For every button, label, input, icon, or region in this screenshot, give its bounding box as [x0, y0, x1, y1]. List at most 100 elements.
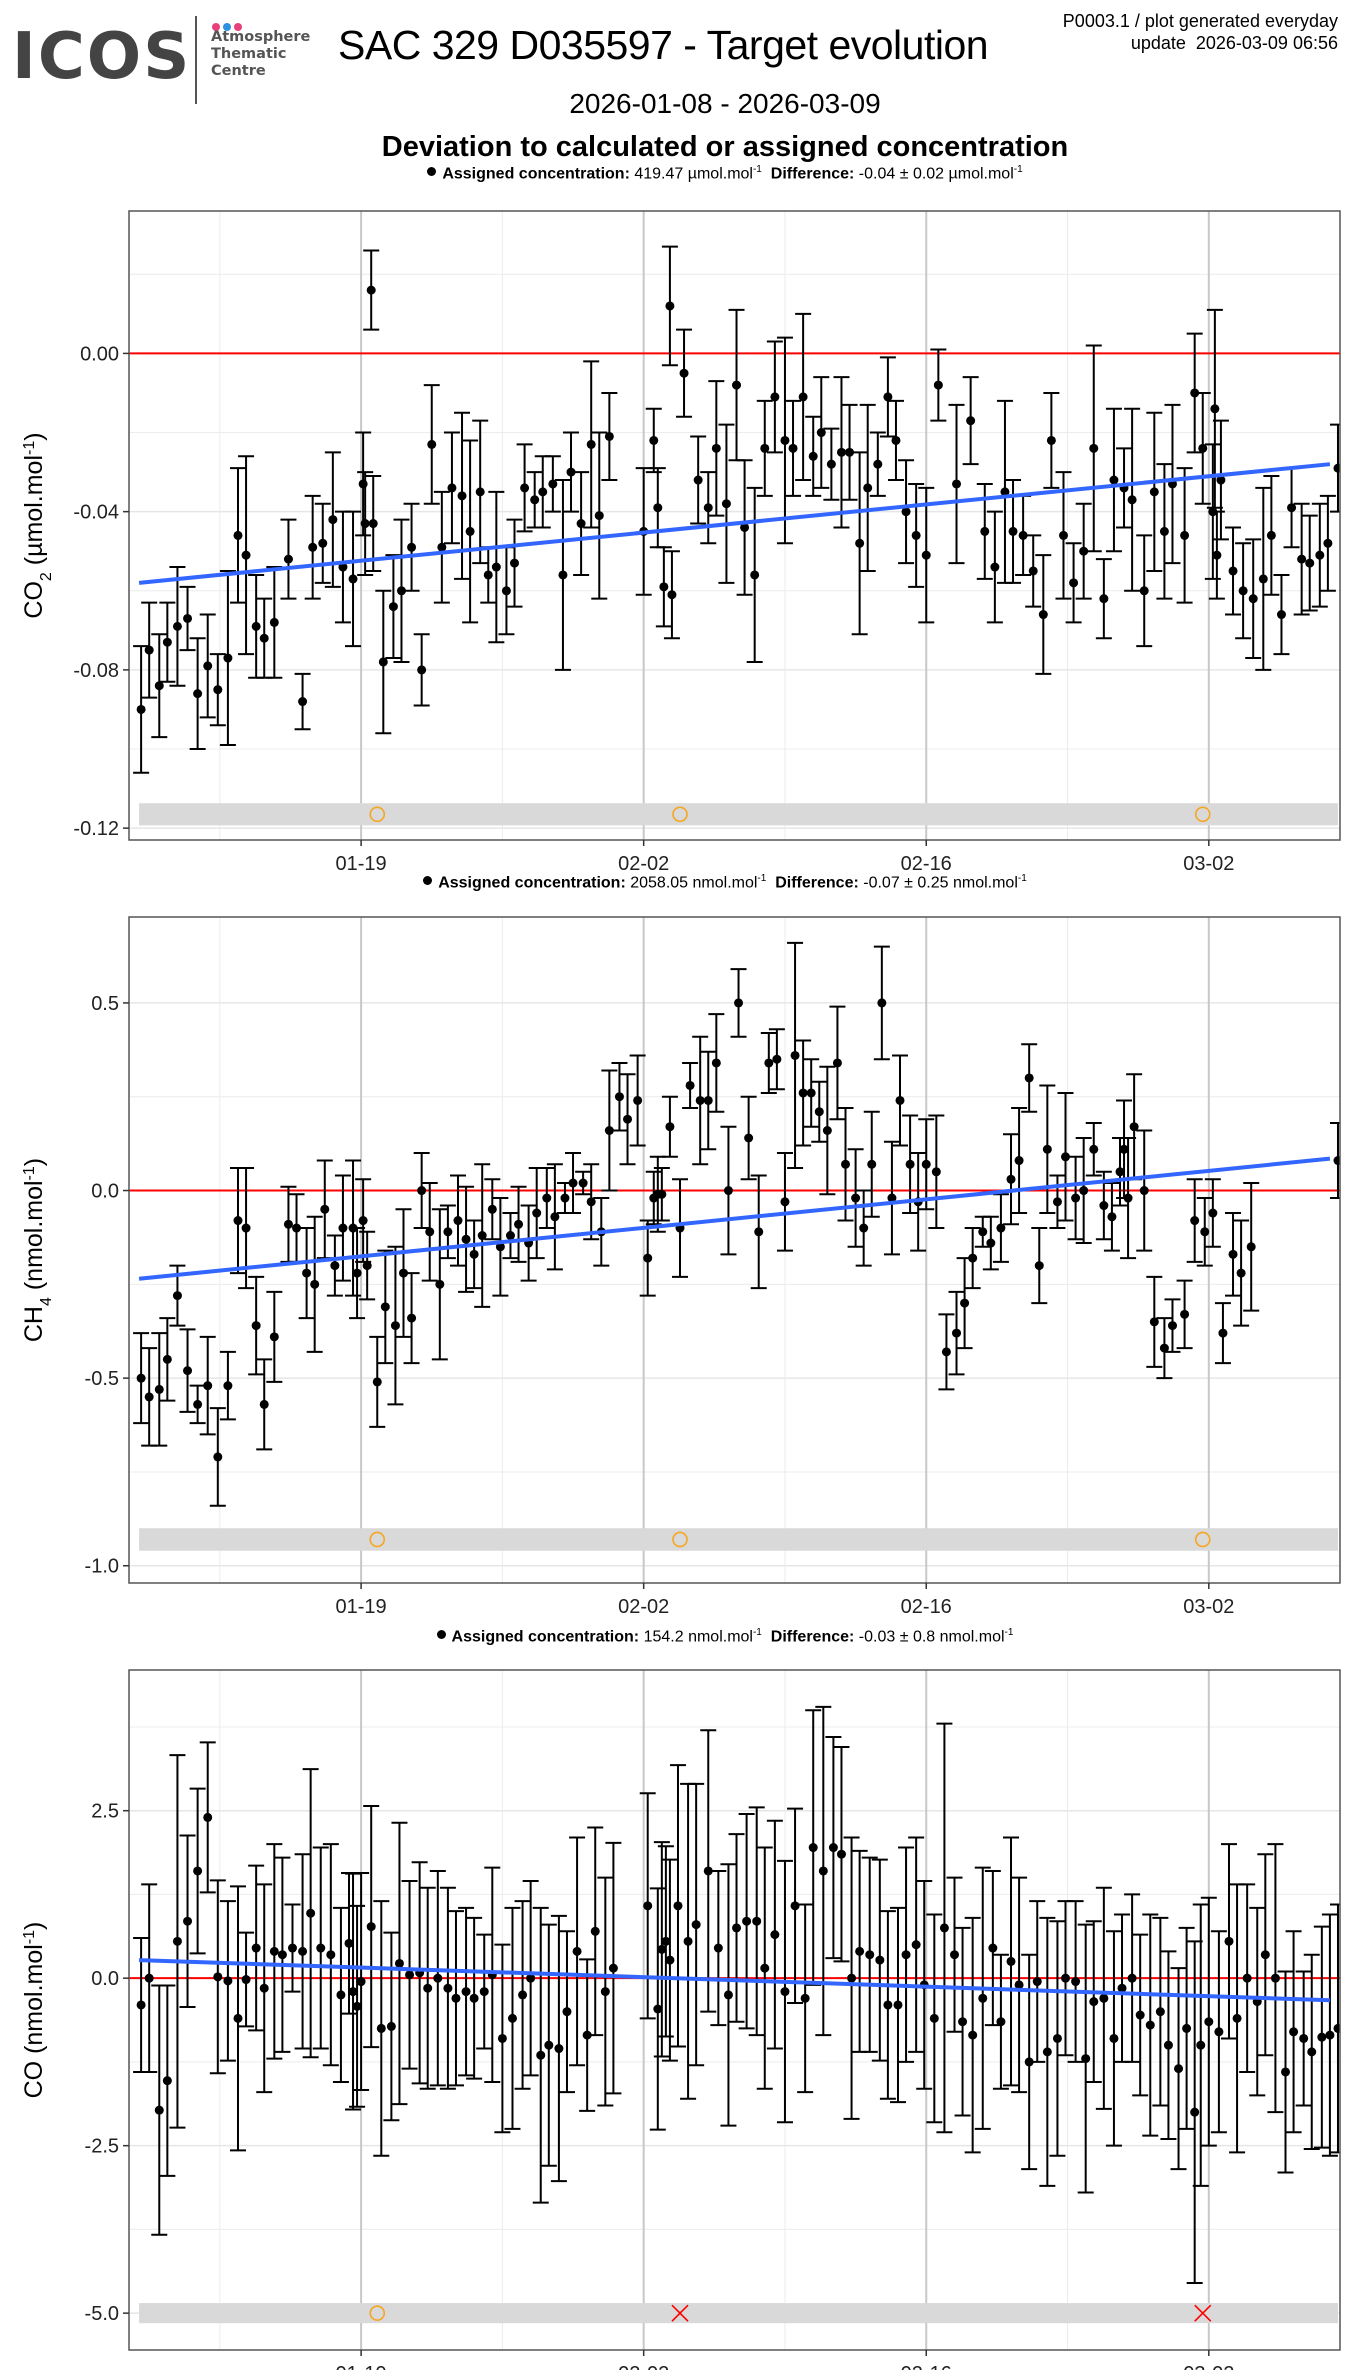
data-point	[1146, 411, 1163, 572]
x-tick-label: 01-19	[336, 1596, 387, 1618]
point-marker	[933, 380, 943, 390]
point-marker	[604, 1125, 614, 1135]
data-point	[550, 1914, 567, 2183]
point-marker	[259, 1983, 269, 1993]
point-marker	[623, 1114, 633, 1124]
data-point	[1021, 1043, 1038, 1113]
point-marker	[407, 1313, 417, 1323]
data-point	[1255, 486, 1272, 671]
point-marker	[1008, 526, 1018, 536]
data-point	[1225, 526, 1242, 616]
data-point	[948, 1290, 965, 1376]
data-point	[423, 384, 440, 505]
data-point	[413, 633, 430, 707]
point-marker	[1159, 526, 1169, 536]
point-marker	[358, 1216, 368, 1226]
update-timestamp: update 2026-03-09 06:56	[1130, 33, 1338, 53]
data-point	[583, 360, 600, 529]
point-marker	[1315, 550, 1325, 560]
point-marker	[344, 1938, 354, 1948]
x-tick-label: 02-16	[901, 1596, 952, 1618]
data-point	[720, 1863, 737, 2127]
data-point	[1077, 1923, 1094, 2194]
calibration-circle-marker	[1194, 1531, 1211, 1548]
data-point	[431, 1208, 448, 1361]
calibration-circle-marker	[369, 806, 386, 823]
point-marker	[1089, 1144, 1099, 1154]
point-marker	[443, 1227, 453, 1237]
point-marker	[183, 613, 193, 623]
data-point	[591, 431, 608, 600]
data-point	[805, 1709, 822, 1986]
data-point	[1160, 1950, 1177, 2140]
y-axis-label: CO2 (µmol.mol-1)	[20, 432, 55, 618]
data-point	[229, 467, 246, 604]
data-point	[1057, 1900, 1074, 2057]
point-marker	[1042, 1144, 1052, 1154]
data-point	[1095, 1886, 1112, 2110]
data-point	[601, 1069, 618, 1192]
data-point	[357, 471, 374, 576]
data-point	[294, 672, 311, 731]
data-point	[918, 1118, 935, 1211]
data-point	[740, 1095, 757, 1181]
unit-exponent: -1	[1017, 873, 1027, 884]
point-marker	[713, 1943, 723, 1953]
data-point	[141, 1347, 158, 1447]
point-marker	[732, 1923, 742, 1933]
difference-value: -0.03 ± 0.8 nmol.mol	[858, 1628, 1005, 1646]
data-point	[938, 1313, 955, 1391]
logo-dot	[234, 23, 242, 31]
point-marker	[877, 998, 887, 1008]
point-marker	[1058, 530, 1068, 540]
data-point	[708, 1013, 725, 1113]
data-point	[510, 1185, 527, 1263]
point-marker	[1266, 530, 1276, 540]
point-marker	[1228, 566, 1238, 576]
data-point	[1164, 1298, 1181, 1353]
point-marker	[847, 1973, 857, 1983]
point-marker	[233, 530, 243, 540]
point-marker	[578, 1178, 588, 1188]
point-marker	[277, 1950, 287, 1960]
point-marker	[760, 1963, 770, 1973]
panel-co2: 0.00 -0.04 -0.08 -0.12 01-19 02-02 02-16 03-02 C…	[20, 210, 1341, 875]
data-point	[558, 1930, 575, 2094]
point-marker	[679, 368, 689, 378]
data-point	[1194, 391, 1211, 505]
point-marker	[298, 1946, 308, 1956]
data-point	[363, 1805, 380, 2049]
point-marker	[437, 542, 447, 552]
data-point	[611, 1061, 628, 1132]
point-marker	[390, 1321, 400, 1331]
point-marker	[144, 1392, 154, 1402]
data-point	[365, 475, 382, 572]
data-point	[1124, 407, 1141, 592]
point-marker	[590, 1926, 600, 1936]
point-marker	[1052, 2033, 1062, 2043]
data-point	[443, 431, 460, 545]
point-marker	[653, 2004, 663, 2014]
point-marker	[841, 1159, 851, 1169]
data-point	[887, 399, 904, 482]
data-point	[776, 1152, 793, 1252]
point-marker	[530, 495, 540, 505]
point-marker	[859, 1223, 869, 1233]
point-marker	[566, 467, 576, 477]
data-point	[169, 1754, 186, 2129]
point-marker	[407, 542, 417, 552]
data-point	[554, 479, 571, 671]
point-marker	[826, 459, 836, 469]
point-marker	[1000, 487, 1010, 497]
point-marker	[685, 1080, 695, 1090]
data-point	[690, 435, 707, 525]
data-point	[304, 494, 321, 600]
point-legend-icon	[436, 1630, 446, 1640]
point-marker	[495, 1242, 505, 1252]
point-marker	[1145, 2020, 1155, 2030]
unit-exponent: -1	[752, 164, 762, 175]
point-marker	[665, 1955, 675, 1965]
data-point	[583, 1163, 600, 1241]
point-marker	[1200, 1227, 1210, 1237]
calibration-circle-marker	[1194, 806, 1211, 823]
